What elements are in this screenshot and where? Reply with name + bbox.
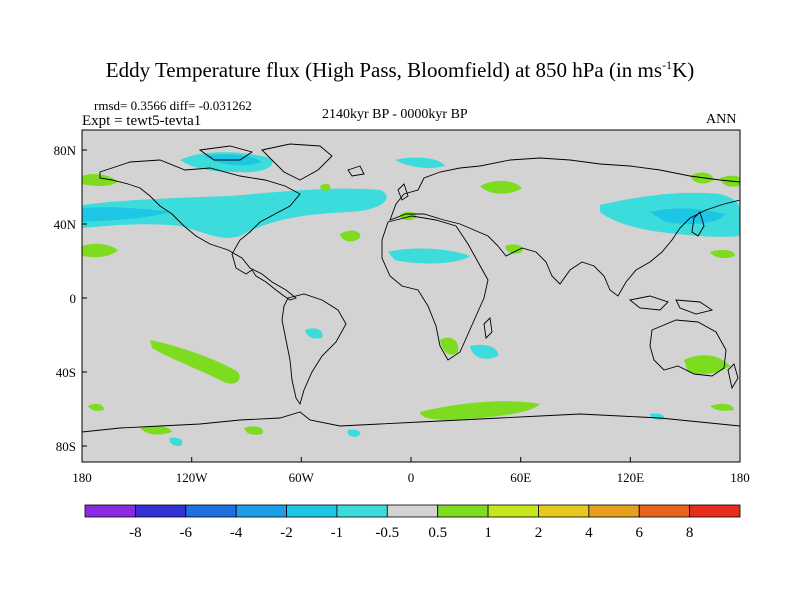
coast-greenland (261, 143, 333, 181)
colorbar-label-2: -4 (230, 525, 243, 541)
green-patch-alaska (82, 174, 118, 186)
lon-label-180w: 180 (72, 470, 92, 485)
colorbar-label-3: -2 (280, 525, 293, 541)
colorbar-swatch-11 (638, 504, 691, 518)
coast-new-guinea (675, 299, 714, 315)
season-label: ANN (706, 112, 737, 127)
green-patch-antarctic-1 (140, 425, 172, 435)
colorbar-swatch-9 (538, 504, 590, 518)
stats-label: rmsd= 0.3566 diff= -0.031262 (94, 98, 252, 113)
cyan-patch-south-america (305, 328, 323, 339)
coast-australia (649, 319, 727, 377)
lat-label-40n: 40N (54, 217, 77, 232)
green-patch-east-pacific (82, 243, 118, 258)
coast-antarctica (82, 411, 740, 433)
colorbar-swatch-2 (185, 504, 237, 518)
green-patch-mid-atlantic (340, 230, 361, 242)
lat-label-0: 0 (70, 291, 77, 306)
green-patch-labrador (320, 183, 331, 191)
green-patch-southern-ocean (420, 401, 540, 420)
lat-label-80s: 80S (56, 439, 76, 454)
lon-label-60w: 60W (289, 470, 315, 485)
lat-label-40s: 40S (56, 365, 76, 380)
colorbar-swatch-10 (588, 504, 640, 518)
cyan-patch-antarctic-1 (169, 437, 183, 446)
colorbar-label-5: -0.5 (375, 525, 399, 541)
colorbar-label-0: -8 (129, 525, 142, 541)
coast-indonesia (628, 295, 669, 311)
cyan-patch-south-africa (470, 344, 499, 359)
colorbar-swatch-7 (437, 504, 489, 518)
coast-british-isles (397, 183, 409, 201)
lon-tick-marks (81, 457, 741, 462)
cyan-patch-antarctic-2 (347, 429, 361, 437)
colorbar-label-9: 4 (585, 525, 593, 541)
cyan-patch-scandinavia (395, 157, 445, 168)
colorbar-swatch-12 (689, 504, 741, 518)
colorbar-label-1: -6 (180, 525, 193, 541)
lon-label-120e: 120E (617, 470, 645, 485)
colorbar-label-7: 1 (484, 525, 492, 541)
lon-label-120w: 120W (176, 470, 209, 485)
green-patch-australia (684, 355, 730, 374)
coast-africa (381, 215, 489, 361)
plot-title: Eddy Temperature flux (High Pass, Bloomf… (105, 58, 695, 82)
green-patch-south-africa (440, 337, 459, 355)
cyan-patch-sahara (388, 248, 470, 264)
green-patch-antarctic-2 (244, 426, 263, 435)
colorbar-label-8: 2 (535, 525, 543, 541)
period-label: 2140kyr BP - 0000kyr BP (322, 107, 468, 122)
lon-label-60e: 60E (510, 470, 531, 485)
coast-arctic-islands (198, 145, 254, 161)
green-patch-antarctic-3 (88, 403, 104, 411)
green-patch-arabia (505, 244, 523, 254)
coast-south-america (281, 293, 347, 406)
coast-new-zealand (727, 363, 739, 390)
colorbar-label-6: 0.5 (428, 525, 447, 541)
green-patch-siberia-west (480, 180, 522, 194)
experiment-label: Expt = tewt5-tevta1 (82, 113, 202, 129)
coast-eurasia (389, 157, 740, 297)
coast-japan (691, 211, 705, 237)
coast-madagascar (483, 317, 493, 339)
lat-label-80n: 80N (54, 143, 77, 158)
colorbar-swatch-0 (84, 504, 136, 518)
cyan-core-atlantic (82, 207, 170, 222)
colorbar-swatch-5 (336, 504, 388, 518)
anomaly-fields (82, 152, 740, 446)
lon-label-180e: 180 (730, 470, 750, 485)
coast-north-america (99, 159, 301, 301)
colorbar-label-4: -1 (331, 525, 344, 541)
colorbar-swatch-3 (235, 504, 287, 518)
colorbar-swatch-6 (386, 504, 439, 518)
green-patch-west-pacific (710, 249, 735, 259)
colorbar-label-10: 6 (635, 525, 643, 541)
lat-tick-marks (82, 149, 87, 447)
green-patch-antarctic-4 (710, 403, 734, 411)
colorbar-swatch-1 (134, 504, 187, 518)
coastlines (82, 143, 740, 433)
lon-label-0: 0 (408, 470, 415, 485)
cyan-core-pacific (650, 208, 725, 224)
cyan-patch-north-atlantic (82, 188, 387, 238)
coast-iceland (347, 165, 365, 177)
green-patch-south-pacific (150, 340, 240, 384)
colorbar-swatch-4 (286, 504, 338, 518)
colorbar-label-11: 8 (686, 525, 694, 541)
colorbar-swatch-8 (487, 504, 539, 518)
map-background (82, 130, 740, 462)
colorbar: -8 -6 -4 -2 -1 -0.5 0.5 1 2 4 6 8 (84, 504, 741, 541)
